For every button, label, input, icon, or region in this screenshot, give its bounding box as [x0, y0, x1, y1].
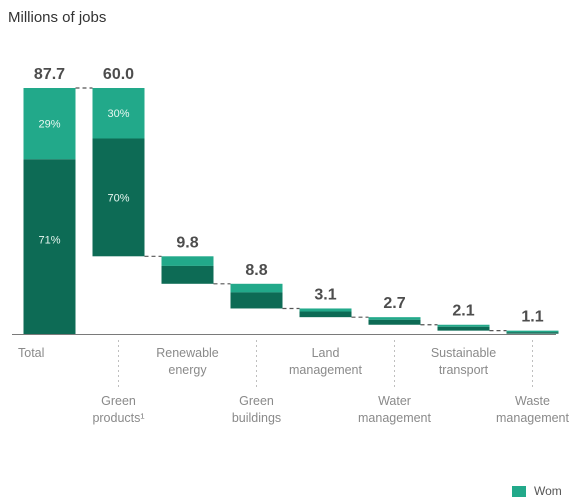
bar-segment-light-6 — [437, 324, 490, 327]
segment-pct-light-0: 29% — [38, 119, 60, 131]
category-label-line: Land — [312, 346, 340, 360]
value-label-3: 8.8 — [245, 262, 267, 279]
category-label-6: Sustainable transport — [431, 346, 496, 377]
bar-segment-dark-1 — [92, 138, 145, 257]
category-label-line: Green — [239, 394, 274, 408]
category-label-4: Land management — [289, 346, 362, 377]
category-label-3: Green buildings — [232, 394, 281, 425]
category-label-line: management — [289, 363, 362, 377]
bar-segment-light-7 — [506, 330, 559, 333]
category-label-line: Green — [101, 394, 136, 408]
bar-segment-light-3 — [230, 283, 283, 293]
bar-segment-dark-0 — [23, 159, 76, 334]
value-label-2: 9.8 — [176, 234, 198, 251]
legend-label-women: Wom — [534, 484, 562, 498]
bar-segment-light-2 — [161, 256, 214, 266]
bar-segment-dark-4 — [299, 311, 352, 318]
value-label-4: 3.1 — [314, 286, 336, 303]
category-label-line: buildings — [232, 411, 281, 425]
bar-segment-light-4 — [299, 308, 352, 312]
category-label-1: Green products¹ — [92, 394, 144, 425]
bar-segment-dark-2 — [161, 265, 214, 284]
category-label-0: Total — [18, 346, 44, 360]
category-label-line: Waste — [515, 394, 550, 408]
legend-swatch-women — [512, 485, 526, 497]
bar-segment-light-1 — [92, 88, 145, 139]
segment-pct-dark-0: 71% — [38, 234, 60, 246]
category-label-line: Sustainable — [431, 346, 496, 360]
legend: Wom — [512, 484, 562, 498]
category-label-line: Water — [378, 394, 411, 408]
category-label-line: energy — [168, 363, 207, 377]
value-label-6: 2.1 — [452, 303, 474, 320]
category-label-2: Renewable energy — [156, 346, 219, 377]
bar-segment-dark-7 — [506, 332, 559, 334]
value-label-1: 60.0 — [103, 66, 134, 83]
bar-segment-dark-6 — [437, 326, 490, 331]
category-label-7: Waste management — [496, 394, 569, 425]
value-label-0: 87.7 — [34, 66, 65, 83]
value-label-7: 1.1 — [521, 309, 543, 326]
bar-segment-dark-5 — [368, 319, 421, 325]
segment-pct-light-1: 30% — [107, 108, 129, 120]
segment-pct-dark-1: 70% — [107, 192, 129, 204]
category-label-line: transport — [439, 363, 489, 377]
category-label-5: Water management — [358, 394, 431, 425]
bar-segment-light-5 — [368, 317, 421, 320]
category-label-line: Total — [18, 346, 44, 360]
category-label-line: management — [496, 411, 569, 425]
category-label-line: products¹ — [92, 411, 144, 425]
bar-segment-light-0 — [23, 88, 76, 160]
bar-segment-dark-3 — [230, 292, 283, 309]
category-label-line: management — [358, 411, 431, 425]
y-axis-title: Millions of jobs — [8, 9, 107, 26]
value-label-5: 2.7 — [383, 295, 405, 312]
category-label-line: Renewable — [156, 346, 219, 360]
